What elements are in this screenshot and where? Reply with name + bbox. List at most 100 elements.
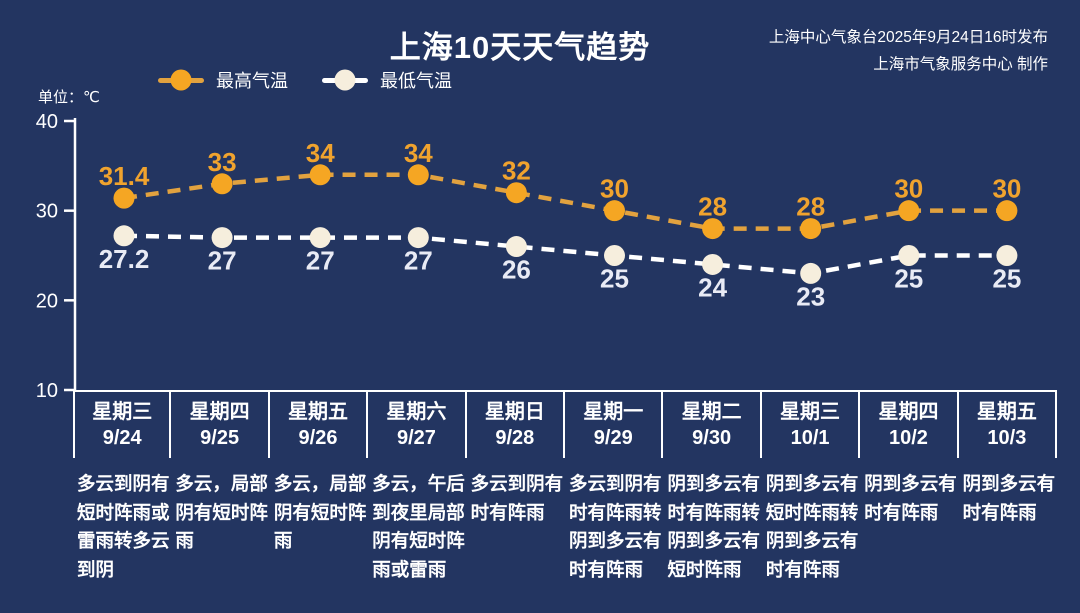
high-temp-value-label: 32	[502, 156, 531, 186]
day-column: 星期六 9/27 多云，午后到夜里局部阴有短时阵雨或雷雨	[368, 392, 467, 584]
date-label: 9/27	[396, 427, 436, 449]
date-label: 9/29	[593, 427, 633, 449]
high-temp-point	[996, 200, 1018, 222]
date-label: 9/30	[692, 427, 732, 449]
day-header-cell: 星期三 10/1	[762, 392, 861, 458]
weekday-label: 星期三	[780, 401, 841, 423]
high-temp-point	[211, 173, 233, 195]
high-temp-point	[505, 182, 527, 204]
forecast-text: 多云，局部阴有短时阵雨	[175, 473, 268, 551]
high-temp-point	[898, 200, 920, 222]
weekday-label: 星期二	[681, 401, 742, 423]
low-temp-point	[800, 262, 822, 284]
low-temp-point	[309, 227, 331, 249]
date-label: 9/28	[495, 427, 535, 449]
date-label: 9/24	[102, 427, 142, 449]
high-temp-value-label: 31.4	[99, 161, 150, 191]
high-temp-value-label: 33	[208, 147, 237, 177]
weekday-label: 星期四	[878, 401, 939, 423]
date-label: 10/2	[888, 427, 928, 449]
low-temp-value-label: 26	[502, 255, 531, 285]
high-temp-value-label: 30	[894, 174, 923, 204]
forecast-text: 阴到多云有短时阵雨转阴到多云有时有阵雨	[765, 473, 859, 580]
attribution-line2: 上海市气象服务中心 制作	[873, 56, 1048, 73]
low-temp-line	[123, 233, 1007, 276]
high-temp-value-label: 34	[306, 138, 335, 168]
low-temp-value-label: 25	[992, 264, 1021, 294]
date-label: 9/25	[200, 427, 240, 449]
forecast-text: 阴到多云有时有阵雨	[864, 473, 957, 523]
low-temp-point	[113, 225, 135, 247]
legend-label-high: 最高气温	[216, 71, 288, 91]
date-label: 10/3	[987, 427, 1027, 449]
forecast-text: 多云到阴有时有阵雨转阴到多云有时有阵雨	[569, 473, 662, 580]
low-temp-point	[898, 245, 920, 266]
high-temp-value-label: 30	[600, 174, 629, 204]
legend-item-low: 最低气温	[322, 67, 452, 93]
low-temp-point	[604, 245, 625, 266]
page-title: 上海10天天气趋势	[389, 30, 651, 65]
unit-label: 单位：℃	[38, 89, 100, 106]
high-temp-value-label: 30	[992, 174, 1021, 204]
y-axis-tick-label: 30	[36, 201, 58, 223]
day-header-cell: 星期四 10/2	[860, 392, 959, 458]
day-header-cell: 星期二 9/30	[663, 392, 762, 458]
forecast-text: 多云到阴有短时阵雨或雷雨转多云到阴	[77, 473, 170, 580]
high-temp-point	[407, 164, 429, 186]
day-header-cell: 星期日 9/28	[467, 392, 566, 458]
day-column: 星期二 9/30 阴到多云有时有阵雨转阴到多云有短时阵雨	[663, 392, 762, 584]
day-header-cell: 星期三 9/24	[73, 392, 172, 458]
weekday-label: 星期一	[583, 401, 644, 423]
high-temp-line	[123, 172, 1007, 231]
weekday-label: 星期五	[976, 401, 1037, 423]
attribution: 上海中心气象台2025年9月24日16时发布 上海市气象服务中心 制作	[769, 24, 1048, 78]
low-temp-point	[702, 253, 724, 275]
day-forecast-table: 星期三 9/24 多云到阴有短时阵雨或雷雨转多云到阴 星期四 9/25 多云，局部阴有短时…	[73, 390, 1058, 584]
legend: 最高气温 最低气温	[158, 68, 452, 92]
high-temp-point	[113, 187, 135, 209]
low-temp-value-label: 25	[894, 264, 923, 294]
date-label: 9/26	[298, 427, 338, 449]
day-column: 星期五 9/26 多云，局部阴有短时阵雨	[270, 392, 369, 584]
high-temp-legend-marker-icon	[158, 69, 204, 91]
day-column: 星期三 10/1 阴到多云有短时阵雨转阴到多云有时有阵雨	[762, 392, 861, 584]
high-temp-point	[702, 218, 724, 240]
forecast-text: 阴到多云有时有阵雨	[962, 473, 1056, 523]
day-header-cell: 星期一 9/29	[565, 392, 664, 458]
weekday-label: 星期六	[386, 401, 447, 423]
day-column: 星期五 10/3 阴到多云有时有阵雨	[959, 392, 1058, 584]
day-header-cell: 星期五 9/26	[270, 392, 369, 458]
low-temp-point	[407, 227, 429, 249]
low-temp-point	[996, 245, 1018, 266]
high-temp-value-label: 28	[698, 192, 727, 222]
high-temp-value-label: 34	[404, 138, 433, 168]
low-temp-value-label: 27	[208, 246, 237, 276]
high-temp-point	[604, 200, 625, 222]
low-temp-value-label: 27.2	[99, 244, 150, 274]
low-temp-point	[211, 227, 233, 249]
forecast-text: 多云，局部阴有短时阵雨	[273, 473, 367, 551]
forecast-text: 多云到阴有时有阵雨	[470, 473, 564, 523]
low-temp-point	[505, 236, 527, 258]
weekday-label: 星期三	[92, 401, 153, 423]
day-header-cell: 星期六 9/27	[368, 392, 467, 458]
weekday-label: 星期日	[484, 401, 545, 423]
legend-item-high: 最高气温	[158, 67, 288, 93]
day-header-cell: 星期四 9/25	[171, 392, 270, 458]
high-temp-point	[309, 164, 331, 186]
date-label: 10/1	[790, 427, 830, 449]
forecast-text: 多云，午后到夜里局部阴有短时阵雨或雷雨	[372, 473, 465, 580]
low-temp-value-label: 27	[306, 246, 335, 276]
high-temp-value-label: 28	[796, 192, 825, 222]
day-header-cell: 星期五 10/3	[959, 392, 1058, 458]
weekday-label: 星期四	[189, 401, 250, 423]
low-temp-value-label: 25	[600, 264, 629, 294]
y-axis-tick-label: 10	[36, 380, 58, 402]
day-column: 星期四 10/2 阴到多云有时有阵雨	[860, 392, 959, 584]
y-axis-tick-label: 20	[36, 290, 58, 312]
high-temp-point	[800, 218, 822, 240]
low-temp-value-label: 23	[796, 281, 825, 311]
day-column: 星期一 9/29 多云到阴有时有阵雨转阴到多云有时有阵雨	[565, 392, 664, 584]
